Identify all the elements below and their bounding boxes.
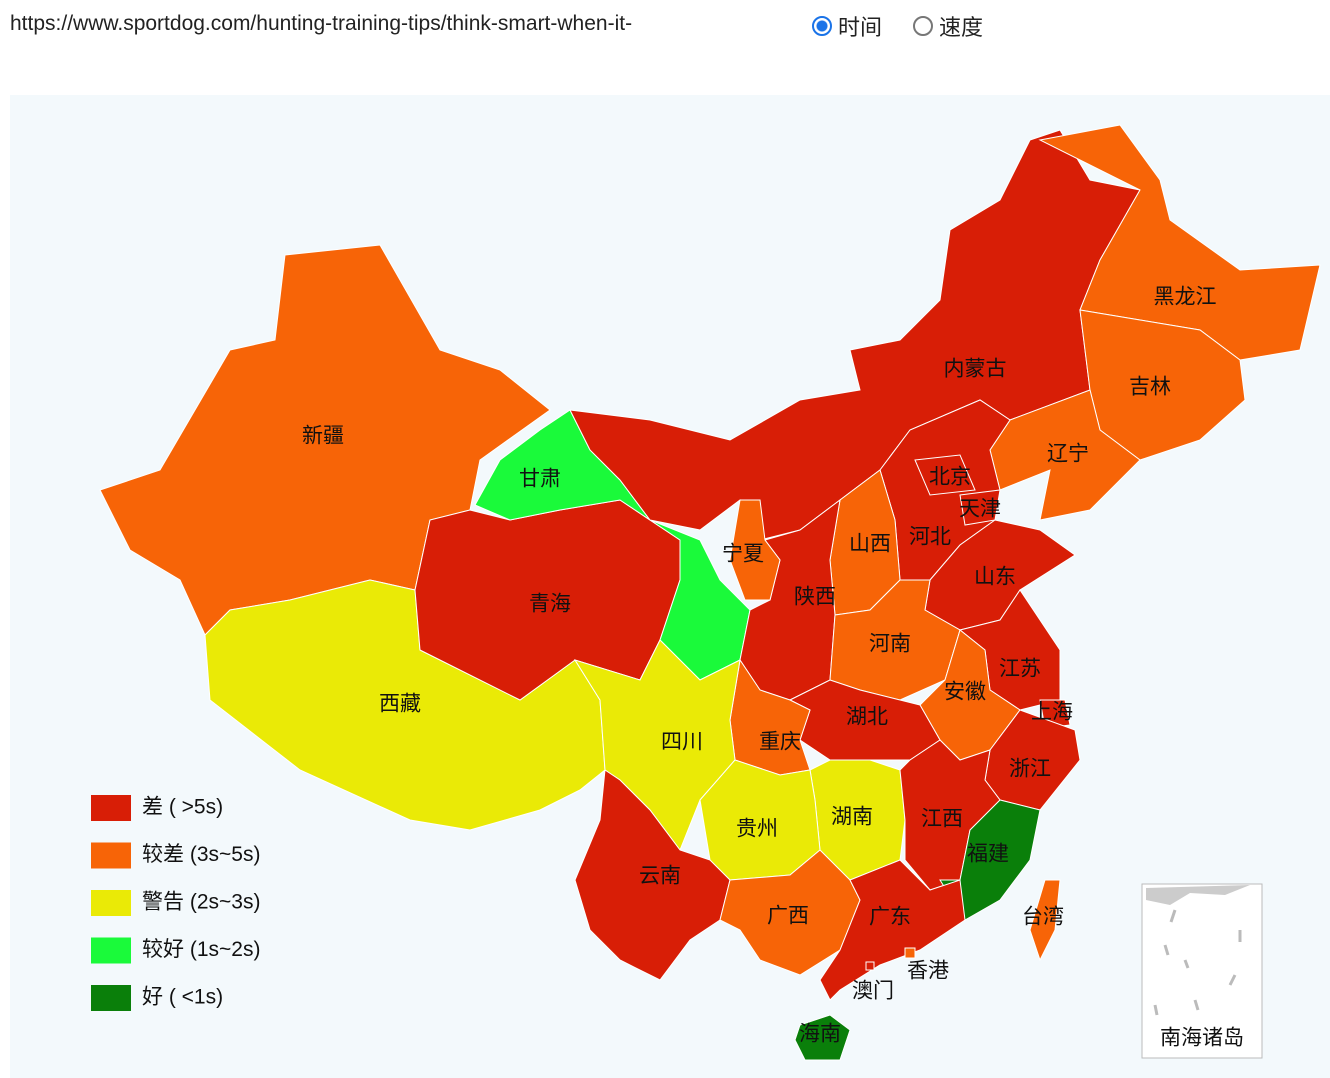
- legend-swatch: [91, 795, 131, 821]
- region-label: 四川: [661, 731, 703, 754]
- region-label: 辽宁: [1047, 443, 1089, 466]
- region-label: 江西: [921, 808, 963, 831]
- radio-label: 速度: [939, 15, 984, 40]
- legend-swatch: [91, 890, 131, 916]
- region-label: 浙江: [1009, 758, 1051, 781]
- url: https://www.sportdog.com/hunting-trainin…: [10, 12, 633, 35]
- region-label: 河北: [909, 526, 951, 549]
- region-label: 贵州: [736, 818, 778, 841]
- region-label: 湖北: [846, 706, 888, 729]
- region-label: 甘肃: [519, 468, 561, 491]
- legend-swatch: [91, 937, 131, 964]
- region-label: 陕西: [794, 586, 836, 609]
- inset-islands: [1153, 909, 1242, 1016]
- radio-button[interactable]: [913, 16, 933, 36]
- region-label: 海南: [799, 1023, 841, 1046]
- region-label: 黑龙江: [1154, 286, 1217, 309]
- region: [574, 769, 731, 981]
- region-label: 福建: [967, 843, 1009, 866]
- inset-box: [1141, 883, 1263, 1059]
- region: [1038, 124, 1321, 361]
- region-label: 吉林: [1129, 376, 1171, 399]
- legend-label: 较好 (1s~2s): [142, 938, 260, 961]
- region-label: 山东: [974, 566, 1016, 589]
- region-label: 台湾: [1022, 906, 1064, 929]
- region: [1029, 879, 1061, 962]
- region: [819, 859, 966, 1001]
- legend-label: 警告 (2s~3s): [142, 891, 260, 914]
- region-label: 西藏: [379, 693, 421, 716]
- legend-label: 好 ( <1s): [142, 986, 223, 1009]
- region: [914, 454, 976, 496]
- region-label: 宁夏: [722, 543, 764, 566]
- region-label: 天津: [959, 498, 1001, 521]
- legend-swatch: [91, 842, 131, 869]
- region-label: 新疆: [302, 425, 344, 448]
- region: [865, 961, 875, 971]
- legend-label: 较差 (3s~5s): [142, 843, 260, 866]
- region-label: 广东: [869, 906, 911, 929]
- region: [794, 1014, 851, 1061]
- region-label: 江苏: [999, 658, 1041, 681]
- region: [904, 947, 916, 959]
- region-label: 河南: [869, 633, 911, 656]
- radio-speed[interactable]: 速度: [913, 10, 983, 42]
- region-label: 北京: [929, 466, 971, 489]
- radio-label: 时间: [838, 15, 883, 40]
- region-label: 广西: [767, 905, 809, 928]
- region: [729, 499, 781, 601]
- region-label: 香港: [907, 960, 949, 983]
- toolbar: https://www.sportdog.com/hunting-trainin…: [0, 0, 1330, 60]
- region-label: 山西: [849, 533, 891, 556]
- inset-label: 南海诸岛: [1160, 1027, 1244, 1050]
- region-label: 澳门: [852, 980, 894, 1003]
- region-label: 重庆: [759, 731, 801, 754]
- legend-label: 差 ( >5s): [142, 796, 223, 819]
- legend-swatch: [91, 985, 131, 1011]
- region-label: 内蒙古: [944, 358, 1007, 381]
- region-label: 湖南: [831, 806, 873, 829]
- region-label: 云南: [639, 865, 681, 888]
- radio-time[interactable]: 时间: [812, 10, 882, 42]
- inset-land: [1146, 885, 1250, 905]
- radio-button[interactable]: [812, 16, 832, 36]
- region-label: 青海: [529, 593, 571, 616]
- region-label: 上海: [1031, 701, 1073, 724]
- region-label: 安徽: [944, 681, 986, 704]
